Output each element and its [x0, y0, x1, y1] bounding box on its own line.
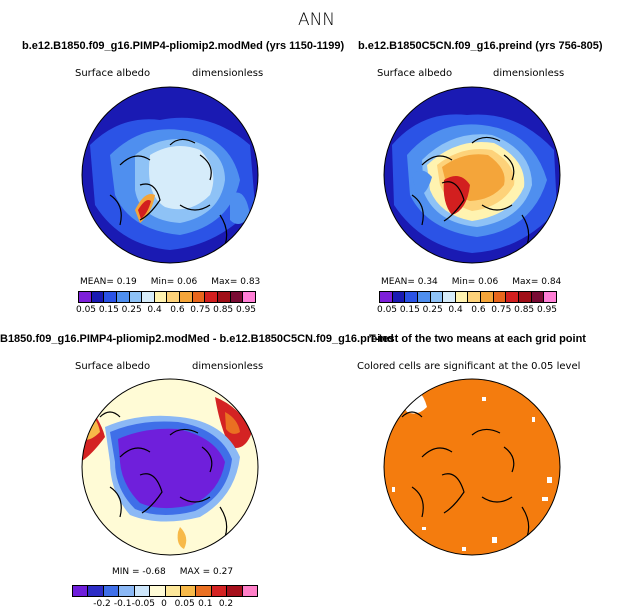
panel-1-map [81, 86, 259, 264]
panel-1-colorbar [78, 291, 256, 303]
colorbar-swatch [129, 292, 143, 302]
colorbar-swatch [91, 292, 105, 302]
panel-3-colorbar [72, 585, 258, 597]
colorbar-swatch [218, 292, 231, 302]
colorbar-tick-label: 0.05 [376, 305, 398, 315]
panel-2-max: Max= 0.84 [512, 277, 562, 287]
colorbar-tick-label: 0.25 [121, 305, 142, 315]
colorbar-tick-label: 0.4 [448, 305, 463, 315]
colorbar-swatch [392, 292, 406, 302]
colorbar-swatch [196, 586, 212, 596]
panel-2-stats: MEAN= 0.34 Min= 0.06 Max= 0.84 [381, 277, 575, 287]
colorbar-swatch [142, 292, 155, 302]
colorbar-swatch [134, 586, 151, 596]
colorbar-swatch [230, 292, 244, 302]
colorbar-swatch [167, 292, 181, 302]
colorbar-swatch [154, 292, 168, 302]
colorbar-tick-label: 0.85 [514, 305, 535, 315]
colorbar-swatch [119, 586, 135, 596]
colorbar-swatch [103, 586, 120, 596]
colorbar-tick-label: -0.1 [113, 599, 132, 609]
colorbar-tick-label: 0.25 [422, 305, 443, 315]
colorbar-swatch [243, 292, 255, 302]
panel-1-mean: MEAN= 0.19 [80, 277, 137, 287]
colorbar-swatch [150, 586, 166, 596]
figure-title: ANN [297, 10, 336, 30]
colorbar-swatch [205, 292, 219, 302]
panel-4-title: T-test of the two means at each grid poi… [369, 333, 586, 345]
colorbar-tick-label: 0.05 [174, 599, 195, 609]
colorbar-swatch [455, 292, 469, 302]
panel-2-units: dimensionless [493, 68, 565, 79]
colorbar-tick-label: 0.15 [399, 305, 420, 315]
colorbar-tick-label: 0.85 [213, 305, 234, 315]
panel-3-stats: MIN = -0.68 MAX = 0.27 [112, 567, 247, 577]
colorbar-tick-label: 0.1 [198, 599, 213, 609]
colorbar-tick-label: 0.2 [218, 599, 234, 609]
panel-3-max: MAX = 0.27 [179, 567, 234, 577]
colorbar-swatch [443, 292, 456, 302]
colorbar-swatch [165, 586, 181, 596]
colorbar-tick-label: -0.2 [93, 599, 111, 609]
panel-4-map [383, 378, 561, 556]
colorbar-swatch [180, 292, 193, 302]
colorbar-tick-label: 0.05 [75, 305, 97, 315]
colorbar-swatch [88, 586, 104, 596]
panel-2-title: b.e12.B1850C5CN.f09_g16.preind (yrs 756-… [358, 40, 603, 52]
colorbar-tick-label: 0.4 [147, 305, 162, 315]
panel-3-variable: Surface albedo [75, 361, 151, 372]
panel-3-map [81, 378, 259, 556]
colorbar-tick-label: 0.6 [170, 305, 185, 315]
colorbar-swatch [519, 292, 532, 302]
panel-1-min: Min= 0.06 [150, 277, 198, 287]
colorbar-swatch [493, 292, 507, 302]
colorbar-swatch [211, 586, 228, 596]
panel-4-note: Colored cells are significant at the 0.0… [357, 361, 581, 372]
colorbar-swatch [380, 292, 393, 302]
colorbar-swatch [73, 586, 89, 596]
colorbar-swatch [468, 292, 482, 302]
colorbar-swatch [544, 292, 556, 302]
colorbar-swatch [79, 292, 92, 302]
colorbar-swatch [417, 292, 431, 302]
colorbar-swatch [180, 586, 197, 596]
colorbar-swatch [104, 292, 117, 302]
panel-3-title: B1850.f09_g16.PIMP4-pliomip2.modMed - b.… [0, 333, 394, 345]
colorbar-swatch [430, 292, 444, 302]
panel-1-stats: MEAN= 0.19 Min= 0.06 Max= 0.83 [80, 277, 274, 287]
panel-1-units: dimensionless [192, 68, 264, 79]
colorbar-swatch [531, 292, 545, 302]
colorbar-swatch [227, 586, 243, 596]
panel-2-variable: Surface albedo [377, 68, 453, 79]
colorbar-tick-label: 0.95 [536, 305, 558, 315]
colorbar-tick-label: 0 [161, 599, 167, 609]
panel-2-map [383, 86, 561, 264]
colorbar-swatch [481, 292, 494, 302]
colorbar-swatch [116, 292, 130, 302]
panel-1-title: b.e12.B1850.f09_g16.PIMP4-pliomip2.modMe… [22, 40, 345, 52]
colorbar-tick-label: 0.6 [471, 305, 486, 315]
panel-3-min: MIN = -0.68 [112, 567, 166, 577]
colorbar-swatch [192, 292, 206, 302]
colorbar-tick-label: -0.05 [131, 599, 155, 609]
colorbar-tick-label: 0.15 [98, 305, 119, 315]
panel-2-mean: MEAN= 0.34 [381, 277, 438, 287]
panel-3-units: dimensionless [192, 361, 264, 372]
colorbar-swatch [506, 292, 520, 302]
panel-2-colorbar [379, 291, 557, 303]
colorbar-tick-label: 0.95 [235, 305, 257, 315]
colorbar-swatch [242, 586, 258, 596]
colorbar-swatch [405, 292, 418, 302]
panel-1-variable: Surface albedo [75, 68, 151, 79]
colorbar-tick-label: 0.75 [491, 305, 512, 315]
colorbar-tick-label: 0.75 [190, 305, 211, 315]
panel-2-min: Min= 0.06 [451, 277, 499, 287]
panel-1-max: Max= 0.83 [211, 277, 261, 287]
